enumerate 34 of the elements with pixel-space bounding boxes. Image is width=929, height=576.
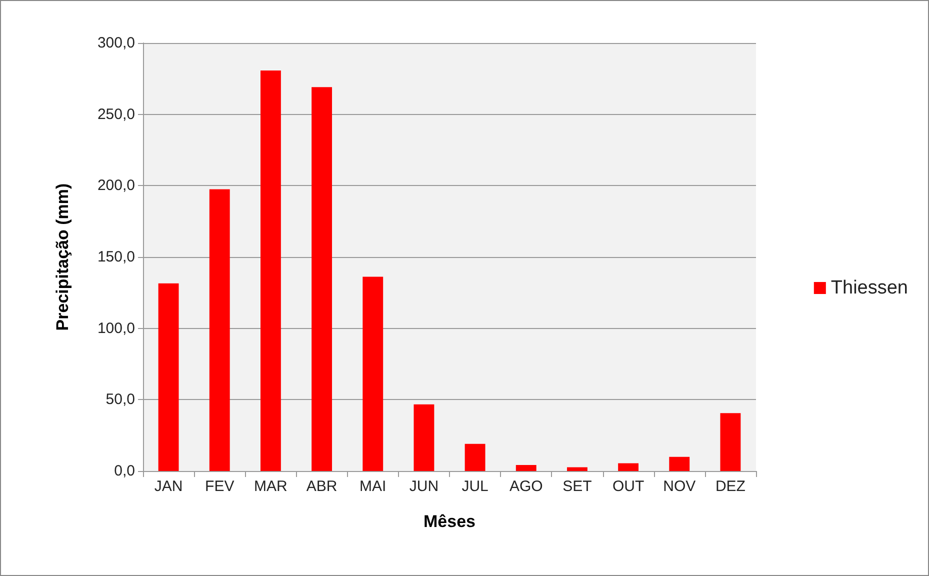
bar [566, 467, 588, 471]
x-tick-label: AGO [509, 478, 543, 495]
x-tick-label: JUL [462, 478, 488, 495]
bar [158, 283, 179, 471]
bar [209, 189, 230, 471]
bar [669, 456, 690, 471]
bar [618, 463, 639, 471]
x-tick-label: JUN [409, 478, 439, 495]
bar [464, 444, 486, 471]
x-tick-label: OUT [612, 478, 644, 495]
x-tick-label: MAI [360, 478, 386, 495]
bar [312, 87, 332, 471]
x-axis-title: Mêses [424, 512, 476, 531]
y-tick-label: 250,0 [97, 106, 135, 123]
y-axis-title: Precipitação (mm) [53, 183, 72, 331]
y-tick-label: 100,0 [97, 320, 135, 337]
y-tick-label: 300,0 [97, 34, 135, 52]
x-tick-label: FEV [205, 478, 234, 495]
bar [362, 276, 384, 471]
x-tick-label: ABR [306, 478, 338, 495]
bar [516, 465, 536, 471]
x-tick-label: SET [562, 478, 592, 495]
legend-label: Thiessen [830, 278, 908, 298]
bar [414, 404, 434, 471]
x-tick-label: DEZ [715, 478, 746, 495]
y-tick-label: 0,0 [114, 462, 135, 480]
x-tick-label: MAR [254, 478, 288, 495]
bar [720, 413, 741, 471]
y-tick-label: 150,0 [97, 248, 135, 266]
x-tick-label: NOV [663, 478, 696, 495]
x-tick-label: JAN [154, 478, 183, 495]
bar [260, 70, 281, 471]
y-tick-label: 200,0 [97, 177, 135, 194]
y-tick-label: 50,0 [106, 391, 135, 408]
